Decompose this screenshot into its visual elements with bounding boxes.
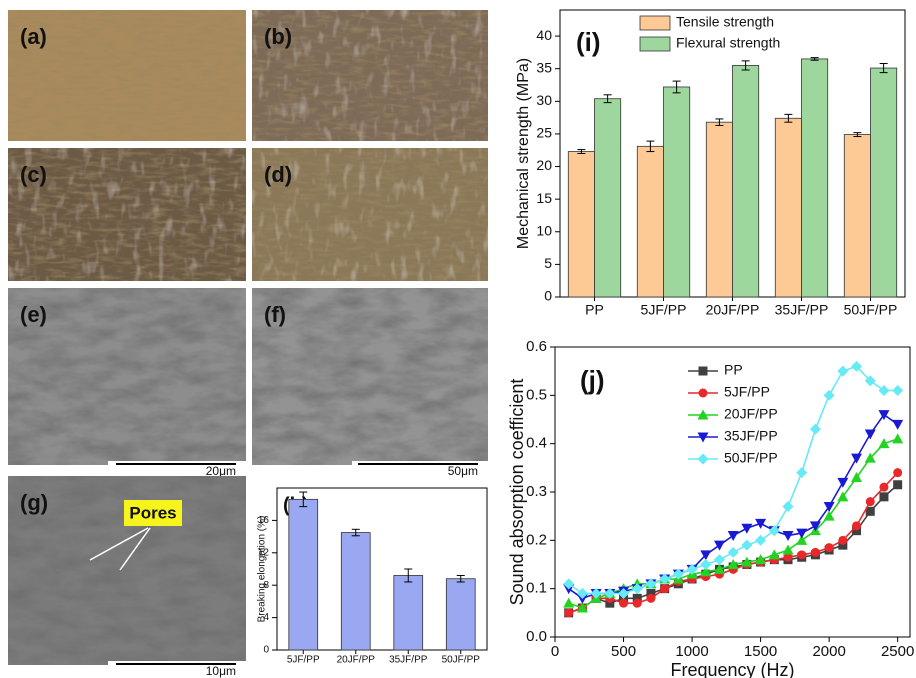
marker <box>893 480 902 489</box>
bar <box>775 118 801 297</box>
panel-label: (g) <box>20 490 48 515</box>
y-tick-label: 0 <box>263 645 269 656</box>
x-tick-label: 35JF/PP <box>389 655 428 666</box>
marker <box>633 599 642 608</box>
marker <box>660 584 669 593</box>
panel-label: (c) <box>20 162 47 187</box>
y-tick-label: 0.5 <box>526 386 547 403</box>
x-tick-label: 50JF/PP <box>844 302 898 318</box>
marker <box>797 550 806 559</box>
bar <box>341 533 370 650</box>
bar <box>664 87 690 297</box>
marker <box>811 548 820 557</box>
bar <box>446 579 475 650</box>
bar <box>568 152 594 297</box>
y-tick-label: 0 <box>544 288 552 304</box>
y-tick-label: 0.4 <box>526 435 547 452</box>
y-tick-label: 10 <box>536 222 552 238</box>
y-tick-label: 0.6 <box>526 338 547 355</box>
photo-texture <box>252 288 488 465</box>
y-tick-label: 0.2 <box>526 531 547 548</box>
legend-label: 20JF/PP <box>724 406 778 422</box>
y-tick-label: 40 <box>536 27 552 43</box>
panel-label: (b) <box>264 24 292 49</box>
y-tick-label: 20 <box>536 157 552 173</box>
x-tick-label: 500 <box>611 643 636 660</box>
legend-marker <box>699 389 708 398</box>
x-tick-label: 5JF/PP <box>287 655 320 666</box>
x-tick-label: 20JF/PP <box>706 302 760 318</box>
marker <box>893 468 902 477</box>
marker <box>646 594 655 603</box>
legend-label: 35JF/PP <box>724 428 778 444</box>
marker <box>838 536 847 545</box>
x-tick-label: 1000 <box>675 643 708 660</box>
marker <box>619 599 628 608</box>
y-axis-label: Mechanical strength (MPa) <box>515 58 532 249</box>
x-tick-label: 0 <box>551 643 559 660</box>
bar <box>289 499 318 650</box>
y-tick-label: 0.3 <box>526 483 547 500</box>
y-tick-label: 0.0 <box>526 628 547 645</box>
y-tick-label: 30 <box>536 92 552 108</box>
legend-label: Tensile strength <box>676 14 774 30</box>
legend-label: 5JF/PP <box>724 384 770 400</box>
y-tick-label: 15 <box>536 190 552 206</box>
legend-label: Flexural strength <box>676 35 780 51</box>
x-tick-label: 5JF/PP <box>641 302 687 318</box>
x-tick-label: PP <box>585 302 604 318</box>
x-tick-label: 50JF/PP <box>442 655 481 666</box>
scale-label: 50μm <box>448 464 478 478</box>
bar <box>394 575 423 650</box>
y-axis-label: Breaking elongation (%) <box>257 516 268 623</box>
panel-label: (d) <box>264 162 292 187</box>
bar <box>595 99 621 297</box>
bar <box>871 68 897 297</box>
figure: (a)(b)(c)(d)(e)20μm(f)50μm(g)10μmPores04… <box>0 0 916 678</box>
legend-swatch <box>640 37 670 51</box>
marker <box>852 521 861 530</box>
x-axis-label: Frequency (Hz) <box>670 660 794 678</box>
marker <box>564 608 573 617</box>
x-tick-label: 35JF/PP <box>775 302 829 318</box>
bar <box>706 122 732 297</box>
y-tick-label: 25 <box>536 125 552 141</box>
marker <box>879 483 888 492</box>
bar <box>733 65 759 297</box>
legend-label: PP <box>724 362 743 378</box>
marker <box>866 497 875 506</box>
y-axis-label: Sound absorption coefficient <box>507 379 527 606</box>
x-tick-label: 2000 <box>812 643 845 660</box>
marker <box>825 543 834 552</box>
x-tick-label: 1500 <box>744 643 777 660</box>
panel-label: (f) <box>264 302 286 327</box>
bar <box>637 146 663 297</box>
bar <box>844 135 870 297</box>
bar <box>802 59 828 297</box>
panel-label: (a) <box>20 24 47 49</box>
y-tick-label: 35 <box>536 59 552 75</box>
legend-swatch <box>640 16 670 30</box>
legend-marker <box>699 367 708 376</box>
y-tick-label: 0.1 <box>526 580 547 597</box>
x-tick-label: 20JF/PP <box>337 655 376 666</box>
chart-label: (j) <box>580 365 605 395</box>
x-tick-label: 2500 <box>881 643 914 660</box>
marker <box>879 492 888 501</box>
scale-label: 10μm <box>206 664 236 678</box>
y-tick-label: 5 <box>544 255 552 271</box>
annotation: Pores <box>129 503 176 522</box>
legend-label: 50JF/PP <box>724 450 778 466</box>
panel-label: (e) <box>20 302 47 327</box>
chart-label: (i) <box>576 27 601 57</box>
